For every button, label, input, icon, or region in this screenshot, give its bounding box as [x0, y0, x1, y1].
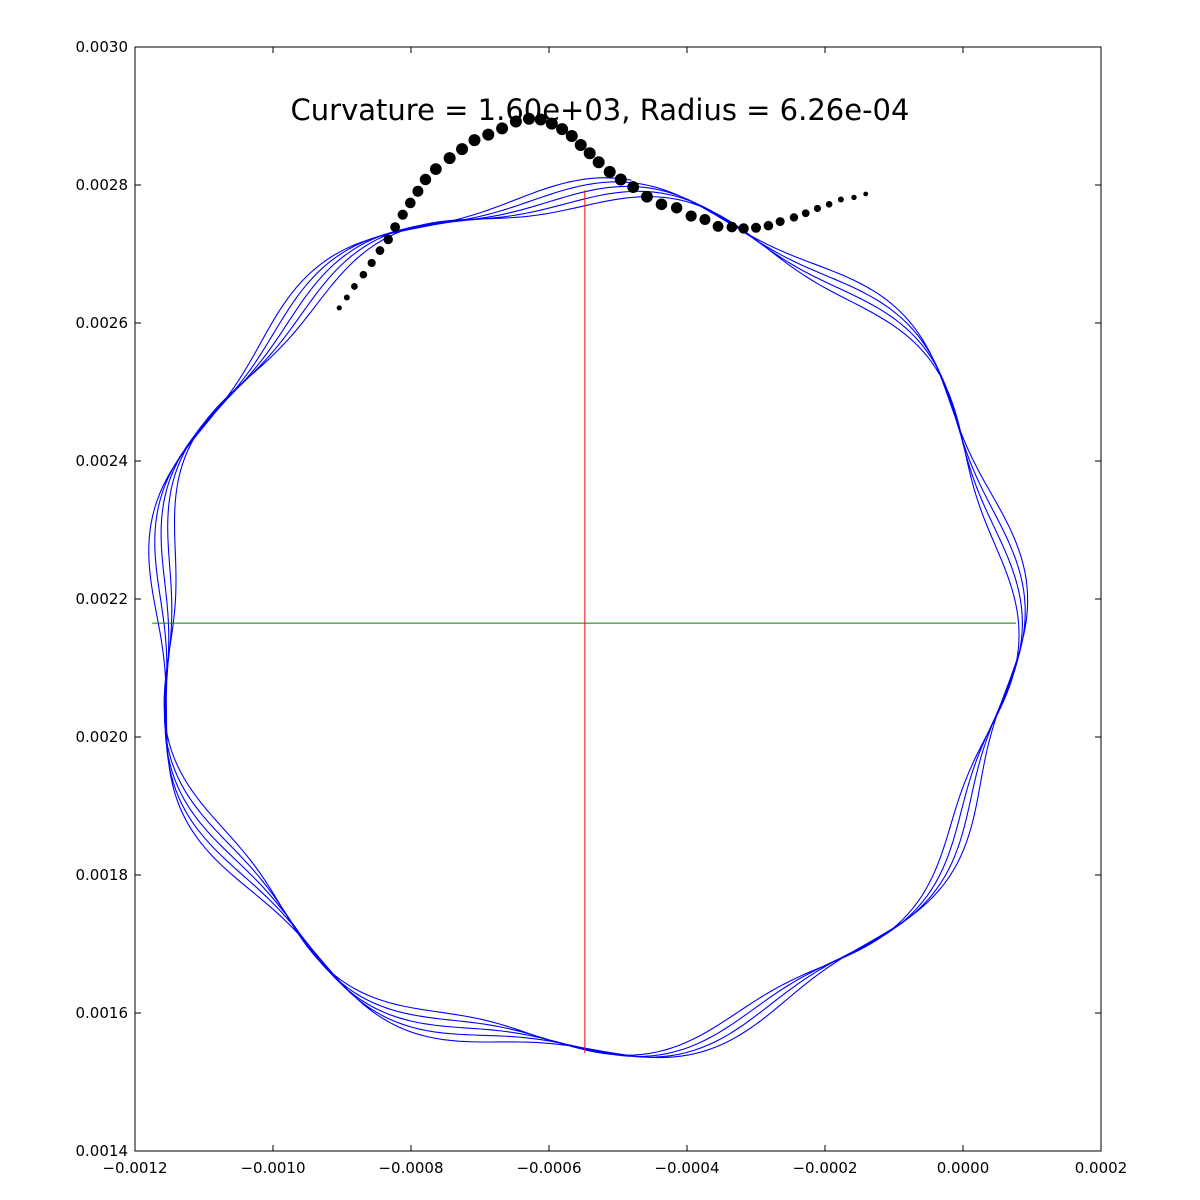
x-tick-label: −0.0012 — [102, 1159, 167, 1177]
x-tick-label: 0.0002 — [1075, 1159, 1128, 1177]
curvature-point — [496, 122, 509, 135]
y-tick-label: 0.0020 — [76, 728, 129, 746]
curvature-point — [763, 220, 774, 231]
y-tick-label: 0.0026 — [76, 314, 129, 332]
curvature-point — [863, 191, 869, 197]
curvature-point — [789, 213, 799, 222]
curvature-point — [614, 173, 627, 186]
x-tick-label: −0.0010 — [240, 1159, 305, 1177]
y-tick-label: 0.0030 — [76, 38, 129, 56]
curvature-point — [443, 152, 456, 165]
curvature-point — [670, 202, 683, 214]
curvature-point — [522, 112, 535, 125]
curvature-point — [397, 209, 408, 220]
curvature-point — [545, 117, 558, 130]
curvature-point — [367, 258, 376, 268]
curvature-point — [412, 185, 424, 197]
curvature-point — [351, 283, 358, 290]
curvature-point — [813, 204, 822, 213]
orbit-trace-line — [148, 177, 1029, 1059]
curvature-point — [336, 305, 342, 311]
curvature-point — [685, 210, 697, 222]
curvature-point — [592, 156, 605, 169]
x-tick-label: −0.0008 — [378, 1159, 443, 1177]
curvature-point — [699, 214, 711, 225]
curvature-point — [751, 222, 761, 233]
curvature-point — [359, 270, 368, 279]
curvature-point — [738, 223, 749, 234]
x-tick-label: −0.0004 — [654, 1159, 719, 1177]
y-tick-label: 0.0028 — [76, 176, 129, 194]
curvature-point — [429, 163, 442, 176]
curvature-point — [383, 234, 393, 245]
curvature-point — [583, 147, 596, 160]
curvature-point — [837, 196, 844, 203]
curvature-point — [641, 190, 653, 203]
curvature-point — [468, 134, 481, 147]
y-tick-label: 0.0022 — [76, 590, 129, 608]
curvature-point — [627, 181, 640, 193]
curvature-point — [405, 197, 416, 209]
curvature-point — [565, 130, 578, 143]
curvature-point — [556, 123, 569, 136]
curvature-point — [726, 221, 738, 233]
curvature-point — [390, 222, 401, 232]
curvature-point — [825, 201, 833, 208]
chart-title: Curvature = 1.60e+03, Radius = 6.26e-04 — [291, 93, 910, 127]
curvature-point — [603, 165, 616, 178]
curvature-point — [801, 209, 810, 218]
axis-ticks: −0.0012 −0.0010 −0.0008 −0.0006 −0.0004 −0.00… — [76, 38, 1128, 1177]
y-tick-label: 0.0014 — [76, 1142, 129, 1160]
curvature-point — [482, 128, 495, 141]
curvature-point — [343, 294, 350, 301]
y-tick-label: 0.0018 — [76, 866, 129, 884]
curvature-point — [851, 194, 857, 201]
curvature-point — [574, 138, 587, 151]
y-tick-label: 0.0024 — [76, 452, 129, 470]
curvature-point — [775, 217, 785, 227]
curvature-point — [375, 246, 385, 255]
curvature-point — [655, 198, 668, 211]
curvature-point — [712, 221, 724, 232]
curvature-point — [456, 143, 469, 156]
x-tick-label: −0.0002 — [792, 1159, 857, 1177]
y-tick-label: 0.0016 — [76, 1004, 129, 1022]
x-tick-label: 0.0000 — [937, 1159, 990, 1177]
curvature-point — [509, 115, 522, 128]
plot-area — [148, 112, 1029, 1059]
curvature-point — [534, 113, 547, 126]
curvature-point — [419, 173, 432, 186]
x-tick-label: −0.0006 — [516, 1159, 581, 1177]
